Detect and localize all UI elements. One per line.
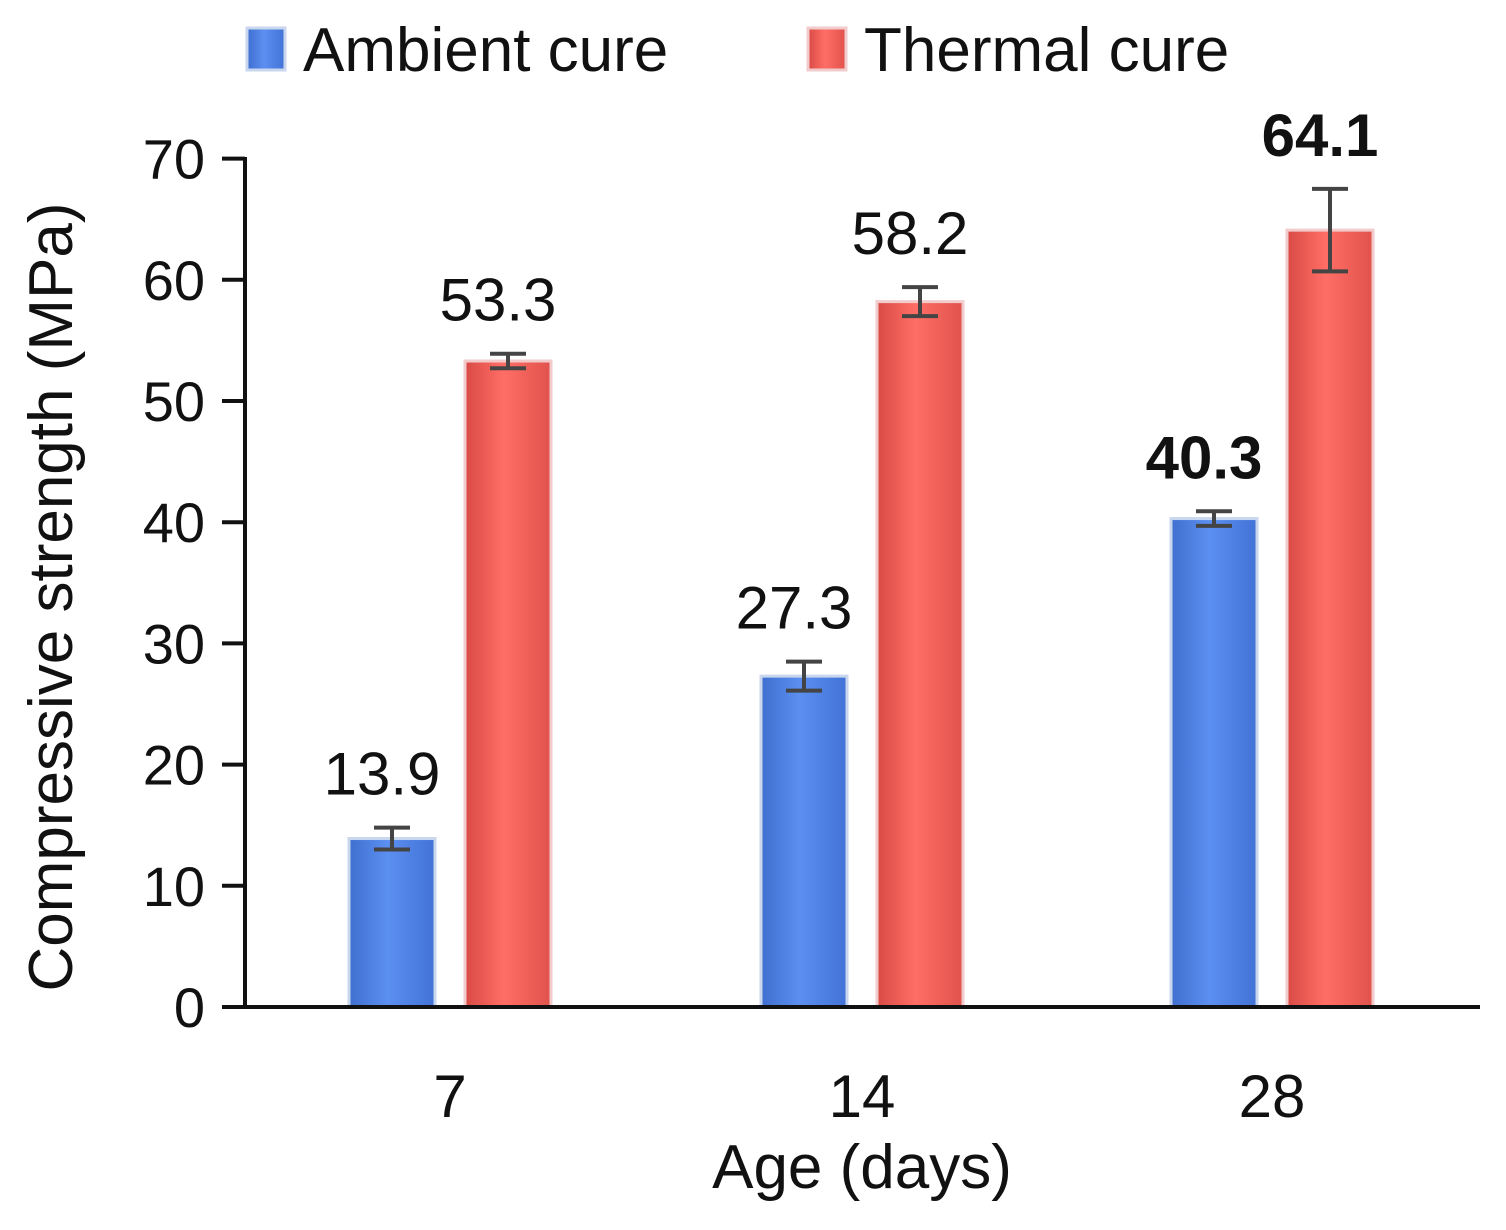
- x-axis-title: Age (days): [712, 1133, 1012, 1202]
- data-label-ambient-cure-28: 40.3: [1146, 424, 1263, 491]
- bar-ambient-cure-14: [759, 674, 849, 1009]
- x-category-label: 28: [1239, 1063, 1306, 1130]
- bar-ambient-cure-7: [347, 837, 437, 1009]
- error-bar-ambient-cure-14: [786, 659, 822, 693]
- bar-thermal-cure-14: [875, 300, 965, 1009]
- bar-thermal-cure-28: [1285, 228, 1375, 1009]
- legend-swatch-ambient-cure: [245, 26, 287, 72]
- bars: [347, 228, 1375, 1009]
- y-tick-label: 50: [143, 370, 205, 433]
- legend-label-ambient-cure: Ambient cure: [303, 16, 668, 85]
- y-tick-label: 60: [143, 249, 205, 312]
- x-axis-categories: 7 14 28: [433, 1063, 1305, 1130]
- legend-label-thermal-cure: Thermal cure: [864, 16, 1229, 85]
- y-tick-label: 10: [143, 855, 205, 918]
- data-label-ambient-cure-7: 13.9: [324, 741, 441, 808]
- error-bar-ambient-cure-28: [1196, 509, 1232, 528]
- x-category-label: 14: [829, 1063, 896, 1130]
- error-bar-ambient-cure-7: [374, 825, 410, 852]
- y-tick-label: 0: [174, 976, 205, 1039]
- y-axis-ticks: 0 10 20 30 40 50 60 70: [143, 128, 245, 1039]
- error-bar-thermal-cure-7: [490, 351, 526, 371]
- y-axis-title: Compressive strength (MPa): [17, 202, 86, 991]
- error-bars: [374, 186, 1348, 852]
- legend-swatch-thermal-cure: [806, 26, 848, 72]
- data-label-thermal-cure-7: 53.3: [440, 267, 557, 334]
- data-label-thermal-cure-14: 58.2: [852, 200, 969, 267]
- x-category-label: 7: [433, 1063, 466, 1130]
- bar-thermal-cure-7: [463, 359, 553, 1009]
- y-tick-label: 70: [143, 128, 205, 191]
- bar-ambient-cure-28: [1169, 517, 1259, 1009]
- legend: Ambient cure Thermal cure: [245, 16, 1229, 85]
- y-tick-label: 40: [143, 491, 205, 554]
- error-bar-thermal-cure-28: [1312, 186, 1348, 274]
- y-tick-label: 20: [143, 734, 205, 797]
- data-labels: 13.9 27.3 40.3 53.3 58.2 64.1: [324, 102, 1379, 808]
- data-label-ambient-cure-14: 27.3: [736, 575, 853, 642]
- y-tick-label: 30: [143, 612, 205, 675]
- data-label-thermal-cure-28: 64.1: [1262, 102, 1379, 169]
- error-bar-thermal-cure-14: [902, 285, 938, 319]
